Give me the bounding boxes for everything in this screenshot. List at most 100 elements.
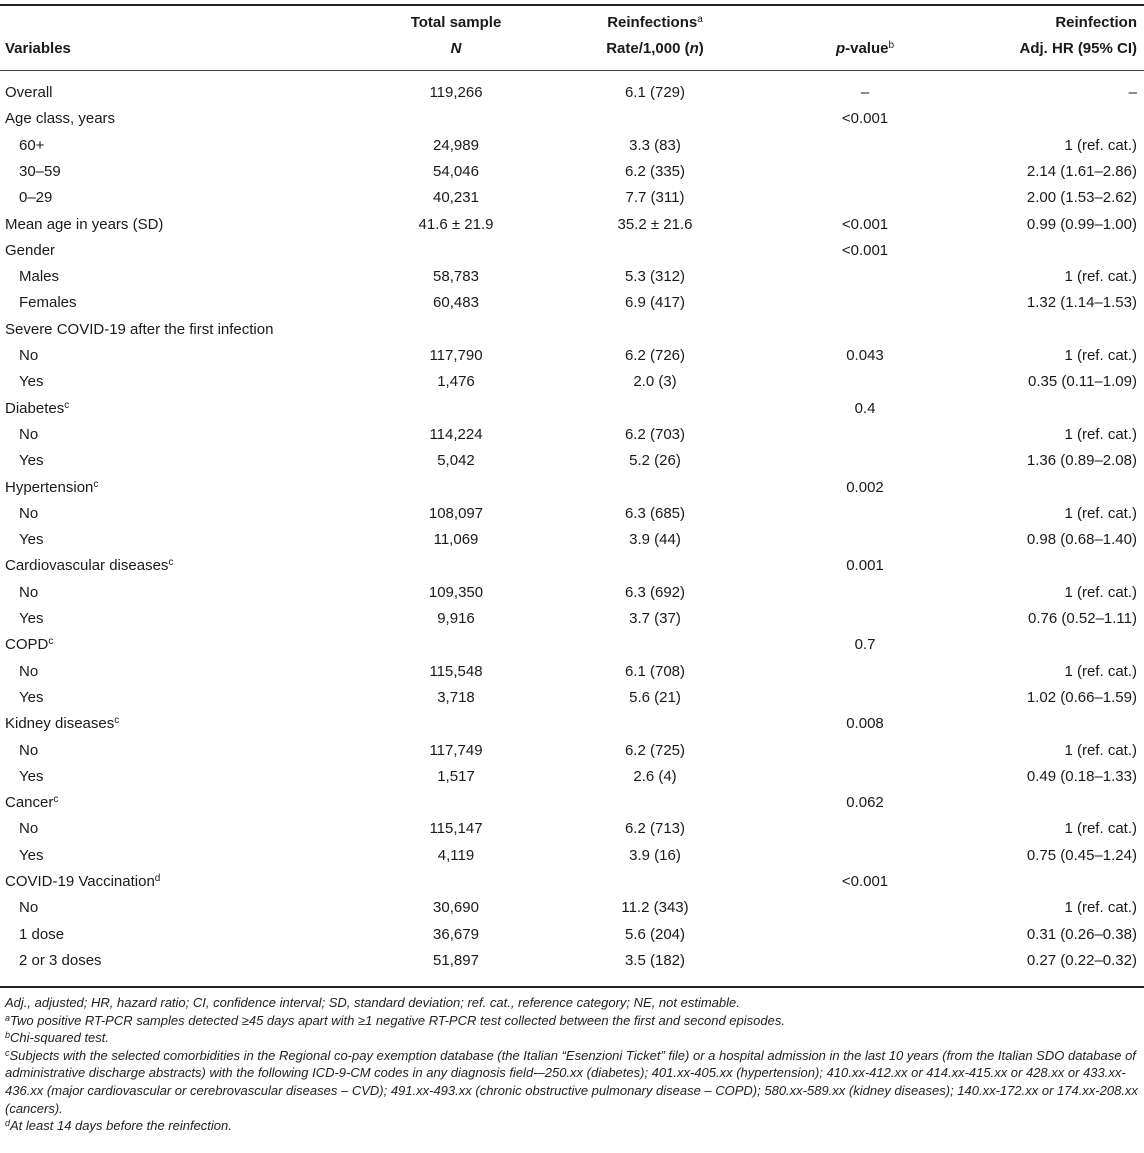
cell-rate: 6.9 (417): [624, 294, 686, 312]
table-row: Yes 1,517 2.6 (4) 0.49 (0.18–1.33): [0, 764, 1144, 790]
cell-variable: No: [19, 899, 39, 917]
cell-variable: No: [19, 504, 39, 522]
table-row: 30–59 54,046 6.2 (335) 2.14 (1.61–2.86): [0, 159, 1144, 185]
cell-pvalue: <0.001: [841, 215, 889, 233]
table-row: 60+ 24,989 3.3 (83) 1 (ref. cat.): [0, 133, 1144, 159]
footnote-a: aTwo positive RT-PCR samples detected ≥4…: [5, 1012, 785, 1028]
header-variables: Variables: [5, 40, 71, 57]
header-rule: [0, 70, 1144, 71]
cell-total-n: 24,989: [433, 136, 479, 154]
cell-adj-hr: 2.14 (1.61–2.86): [1026, 162, 1137, 180]
cell-variable: Cancerc: [5, 794, 59, 812]
cell-variable: 0–29: [19, 189, 53, 207]
table-row: Cardiovascular diseasesc 0.001: [0, 553, 1144, 579]
header-adj-hr: Adj. HR (95% CI): [1019, 40, 1137, 57]
cell-adj-hr: 2.00 (1.53–2.62): [1026, 189, 1137, 207]
table-top-rule: [0, 4, 1144, 6]
cell-variable: No: [19, 662, 39, 680]
cell-variable: Cardiovascular diseasesc: [5, 557, 174, 575]
cell-total-n: 9,916: [437, 610, 475, 627]
cell-adj-hr: 0.75 (0.45–1.24): [1026, 846, 1137, 864]
cell-pvalue: 0.4: [854, 399, 876, 417]
cell-rate: 2.6 (4): [633, 767, 677, 785]
table-row: No 117,790 6.2 (726) 0.043 1 (ref. cat.): [0, 343, 1144, 369]
table-row: Kidney diseasesc 0.008: [0, 711, 1144, 737]
cell-pvalue: 0.7: [854, 636, 876, 654]
cell-adj-hr: 0.98 (0.68–1.40): [1026, 531, 1137, 549]
cell-rate: 2.0 (3): [633, 373, 677, 391]
cell-total-n: 109,350: [428, 583, 484, 601]
header-rate: Rate/1,000 (n): [606, 40, 704, 57]
cell-variable: COVID-19 Vaccinationd: [5, 873, 161, 890]
header-reinfections: Reinfectionsa: [607, 14, 703, 31]
cell-total-n: 119,266: [429, 84, 483, 101]
cell-total-n: 11,069: [433, 531, 479, 549]
cell-rate: 6.2 (713): [624, 820, 686, 838]
table-row: 2 or 3 doses 51,897 3.5 (182) 0.27 (0.22–0.…: [0, 948, 1144, 974]
cell-variable: Mean age in years (SD): [5, 215, 164, 233]
header-total-sample: Total sample: [410, 14, 502, 31]
cell-variable: Hypertensionc: [5, 478, 99, 496]
table-row: Cancerc 0.062: [0, 790, 1144, 816]
cell-total-n: 114,224: [429, 425, 483, 443]
table-row: Severe COVID-19 after the first infectio…: [0, 317, 1144, 343]
cell-pvalue: 0.008: [846, 715, 884, 733]
header-pvalue: p-valueb: [835, 40, 895, 57]
cell-total-n: 58,783: [433, 268, 479, 286]
cell-variable: No: [19, 583, 39, 601]
cell-variable: COPDc: [5, 636, 54, 654]
cell-total-n: 3,718: [437, 688, 475, 706]
table-row: Overall 119,266 6.1 (729) – –: [0, 80, 1144, 106]
footnote-c: cSubjects with the selected comorbiditie…: [5, 1047, 1138, 1116]
cell-variable: No: [19, 347, 39, 364]
cell-adj-hr: 0.76 (0.52–1.11): [1028, 610, 1137, 627]
cell-variable: 2 or 3 doses: [19, 951, 102, 969]
table-row: COPDc 0.7: [0, 632, 1144, 658]
cell-total-n: 60,483: [433, 294, 479, 312]
cell-variable: 30–59: [19, 162, 61, 180]
cell-adj-hr: 0.31 (0.26–0.38): [1026, 925, 1137, 943]
cell-variable: Yes: [19, 452, 44, 470]
cell-rate: 6.1 (729): [624, 84, 686, 101]
cell-total-n: 54,046: [433, 162, 479, 180]
cell-adj-hr: 0.99 (0.99–1.00): [1026, 215, 1137, 233]
cell-pvalue: <0.001: [841, 110, 889, 128]
cell-rate: 6.3 (685): [624, 504, 686, 522]
cell-variable: Yes: [19, 610, 44, 627]
cell-variable: Kidney diseasesc: [5, 715, 120, 733]
table-row: No 114,224 6.2 (703) 1 (ref. cat.): [0, 422, 1144, 448]
table-row: Yes 5,042 5.2 (26) 1.36 (0.89–2.08): [0, 448, 1144, 474]
cell-variable: Yes: [19, 688, 44, 706]
cell-adj-hr: 0.27 (0.22–0.32): [1026, 951, 1137, 969]
cell-variable: Age class, years: [5, 110, 116, 128]
table-row: No 115,147 6.2 (713) 1 (ref. cat.): [0, 816, 1144, 842]
cell-total-n: 36,679: [433, 925, 479, 943]
cell-variable: 60+: [19, 136, 45, 154]
cell-adj-hr: 1 (ref. cat.): [1064, 741, 1137, 759]
cell-pvalue: 0.043: [846, 347, 884, 364]
footnotes: Adj., adjusted; HR, hazard ratio; CI, co…: [5, 994, 1139, 1135]
table-row: Yes 4,119 3.9 (16) 0.75 (0.45–1.24): [0, 843, 1144, 869]
footnote-abbreviations: Adj., adjusted; HR, hazard ratio; CI, co…: [5, 995, 740, 1010]
cell-variable: Overall: [5, 84, 53, 101]
cell-rate: 6.3 (692): [624, 583, 686, 601]
table-row: No 109,350 6.3 (692) 1 (ref. cat.): [0, 580, 1144, 606]
cell-rate: 35.2 ± 21.6: [617, 215, 693, 233]
cell-adj-hr: 1 (ref. cat.): [1064, 662, 1137, 680]
cell-rate: 11.2 (343): [621, 899, 689, 917]
cell-variable: Severe COVID-19 after the first infectio…: [5, 320, 274, 338]
table-row: 1 dose 36,679 5.6 (204) 0.31 (0.26–0.38): [0, 922, 1144, 948]
table-row: Yes 1,476 2.0 (3) 0.35 (0.11–1.09): [0, 369, 1144, 395]
cell-rate: 5.6 (21): [629, 688, 681, 706]
cell-adj-hr: 1 (ref. cat.): [1064, 820, 1137, 838]
cell-rate: 3.9 (16): [629, 846, 681, 864]
cell-variable: No: [19, 820, 39, 838]
cell-adj-hr: 1.02 (0.66–1.59): [1026, 688, 1137, 706]
cell-variable: Males: [19, 268, 60, 286]
cell-total-n: 115,548: [429, 662, 483, 680]
cell-pvalue: 0.001: [846, 557, 884, 575]
cell-pvalue: 0.002: [846, 478, 884, 496]
cell-adj-hr: 1 (ref. cat.): [1064, 583, 1137, 601]
cell-rate: 3.3 (83): [629, 136, 681, 154]
table-bottom-rule: [0, 986, 1144, 988]
